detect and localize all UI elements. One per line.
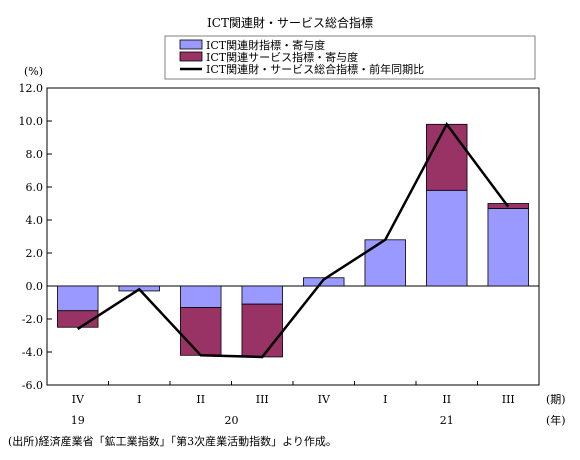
- bar-goods-contribution: [303, 277, 345, 287]
- y-tick-label: 2.0: [26, 247, 44, 260]
- x-tick-label: IV: [72, 393, 85, 406]
- x-tick-label: III: [502, 393, 515, 406]
- y-tick-label: 8.0: [26, 148, 44, 161]
- y-tick-label: 6.0: [26, 181, 44, 194]
- period-unit-label: (期): [546, 393, 566, 406]
- year-unit-label: (年): [546, 413, 566, 427]
- y-tick-label: -6.0: [22, 379, 43, 392]
- total-line-layer: [77, 121, 510, 359]
- y-tick-label: -2.0: [22, 313, 43, 326]
- bar-goods-contribution: [241, 285, 283, 305]
- x-tick-label: II: [442, 393, 451, 406]
- x-tick-label: III: [256, 393, 269, 406]
- total-yoy-line: [77, 121, 510, 359]
- y-tick-label: -4.0: [22, 346, 43, 359]
- bar-services-contribution: [241, 303, 283, 358]
- x-tick-label: I: [137, 393, 141, 406]
- x-tick-label: IV: [318, 393, 331, 406]
- y-tick-label: 12.0: [19, 82, 44, 95]
- legend-label-services: ICT関連サービス指標・寄与度: [206, 50, 358, 64]
- bars: [57, 123, 529, 358]
- y-tick-label: 4.0: [26, 214, 44, 227]
- bar-services-contribution: [426, 123, 468, 191]
- year-label: 20: [225, 414, 239, 427]
- legend-label-total: ICT関連財・サービス総合指標・前年同期比: [206, 62, 424, 76]
- source-note: (出所)経済産業省「鉱工業指数」「第3次産業活動指数」より作成。: [8, 434, 337, 448]
- legend-swatch-goods: [179, 39, 203, 50]
- bar-goods-contribution: [180, 285, 222, 308]
- legend: ICT関連財指標・寄与度 ICT関連サービス指標・寄与度 ICT関連財・サービス…: [164, 35, 536, 80]
- chart-title: ICT関連財・サービス総合指標: [207, 15, 373, 30]
- legend-box: [164, 35, 536, 80]
- bar-goods-contribution: [57, 285, 99, 312]
- legend-swatch-services: [179, 51, 203, 62]
- bar-goods-contribution: [364, 239, 406, 287]
- bar-goods-contribution: [487, 208, 529, 287]
- x-tick-label: II: [196, 393, 205, 406]
- year-label: 21: [440, 414, 454, 427]
- y-tick-label: 0.0: [26, 280, 44, 293]
- legend-label-goods: ICT関連財指標・寄与度: [206, 38, 325, 52]
- y-axis-unit-label: (%): [24, 65, 43, 78]
- y-tick-label: 10.0: [19, 115, 44, 128]
- bar-goods-contribution: [426, 189, 468, 287]
- bar-services-contribution: [180, 307, 222, 356]
- x-tick-label: I: [383, 393, 387, 406]
- year-label: 19: [71, 414, 85, 427]
